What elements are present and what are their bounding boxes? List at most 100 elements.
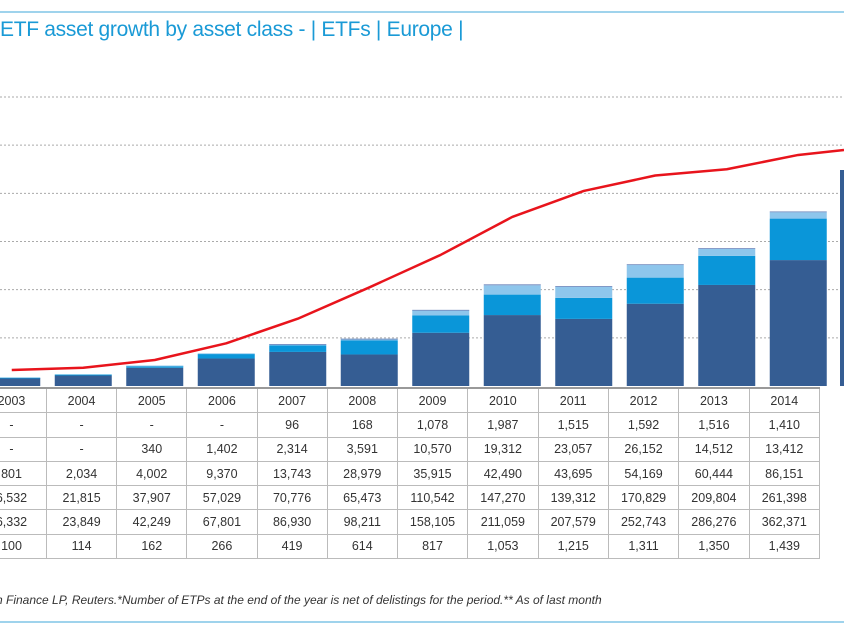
table-cell: 19,312: [467, 436, 539, 462]
table-cell: 1,410: [748, 412, 821, 438]
table-cell: -: [0, 436, 47, 462]
bar-fixed-income-2008: [340, 340, 398, 355]
table-cell: 96: [256, 412, 328, 438]
table-cell: 65,473: [326, 485, 398, 511]
bar-commodities-2009: [412, 310, 470, 316]
bar-equity-2011: [555, 318, 613, 386]
table-cell: 1,515: [537, 412, 609, 438]
table-cell: 147,270: [467, 485, 539, 511]
bar-fixed-income-2005: [126, 365, 184, 368]
table-cell: 252,743: [607, 509, 680, 535]
bar-fixed-income-2006: [197, 354, 255, 359]
bar-equity-2008: [340, 354, 398, 386]
table-cell: 42,249: [116, 509, 188, 535]
table-cell: 2009: [396, 387, 469, 414]
footnote: n Finance LP, Reuters.*Number of ETPs at…: [0, 593, 602, 607]
table-cell: 67,801: [186, 509, 258, 535]
table-cell: 110,542: [396, 485, 469, 511]
table-row: 6,33223,84942,24967,80186,93098,211158,1…: [0, 509, 821, 535]
table-cell: 162: [116, 533, 188, 560]
table-cell: 26,152: [607, 436, 680, 462]
table-cell: 13,743: [256, 460, 328, 487]
bar-equity-2006: [197, 358, 255, 386]
bar-equity-2004: [54, 375, 112, 386]
table-cell: 211,059: [467, 509, 539, 535]
table-cell: 2005: [116, 387, 188, 414]
table-row: 6,53221,81537,90757,02970,77665,473110,5…: [0, 485, 821, 511]
bar-fixed-income-2012: [626, 277, 684, 304]
table-cell: 139,312: [537, 485, 609, 511]
table-cell: 1,215: [537, 533, 609, 560]
table-cell: 21,815: [45, 485, 118, 511]
data-table: 2003 2004 2005 2006 2007 2008 2009 2010 2011 2012…: [0, 387, 821, 560]
table-cell: 158,105: [396, 509, 469, 535]
table-row: - - - -96 168 1,078 1,987 1,515 1,592 1,516 1,410: [0, 412, 821, 438]
bar-commodities-2006: [197, 353, 255, 355]
table-cell: 37,907: [116, 485, 188, 511]
table-cell: 54,169: [607, 460, 680, 487]
table-cell: 70,776: [256, 485, 328, 511]
table-cell: 207,579: [537, 509, 609, 535]
table-cell: 170,829: [607, 485, 680, 511]
chart-title: ETF asset growth by asset class - | ETFs…: [0, 18, 464, 41]
bar-other-2011: [555, 286, 613, 287]
table-cell: 1,053: [467, 533, 539, 560]
bar-equity-2014: [769, 260, 827, 386]
bar-partial-next-year: [840, 170, 844, 386]
table-cell: 1,592: [607, 412, 680, 438]
table-cell: -: [186, 412, 258, 438]
table-cell: 2013: [678, 387, 750, 414]
table-cell: 86,151: [748, 460, 821, 487]
bar-other-2007: [269, 344, 327, 345]
bar-fixed-income-2004: [54, 374, 112, 376]
table-cell: 2,314: [256, 436, 328, 462]
table-cell: 57,029: [186, 485, 258, 511]
table-cell: 2014: [748, 387, 821, 414]
table-cell: 1,987: [467, 412, 539, 438]
table-cell: 614: [326, 533, 398, 560]
table-cell: 362,371: [748, 509, 821, 535]
table-cell: 98,211: [326, 509, 398, 535]
bar-equity-2010: [483, 315, 541, 386]
bar-other-2010: [483, 284, 541, 286]
table-row: - -340 1,402 2,314 3,591 10,570 19,312 23,057 26…: [0, 436, 821, 462]
bar-other-2014: [769, 211, 827, 213]
bar-commodities-2013: [698, 248, 756, 256]
etp-count-line: [11, 148, 844, 372]
bar-other-2009: [412, 309, 470, 311]
table-cell: 23,057: [537, 436, 609, 462]
table-cell: -: [45, 436, 118, 462]
bar-commodities-2012: [626, 265, 684, 278]
table-cell: 3,591: [326, 436, 398, 462]
table-cell: 168: [326, 412, 398, 438]
bar-fixed-income-2014: [769, 218, 827, 261]
bar-commodities-2008: [340, 338, 398, 341]
table-cell: 2003: [0, 387, 47, 414]
table-cell: 28,979: [326, 460, 398, 487]
table-cell: 2012: [607, 387, 680, 414]
bar-commodities-2011: [555, 286, 613, 298]
bar-other-2012: [626, 264, 684, 266]
table-cell: 1,078: [396, 412, 469, 438]
table-header-row: 2003 2004 2005 2006 2007 2008 2009 2010 2011 2012…: [0, 387, 821, 414]
table-cell: 1,516: [678, 412, 750, 438]
bar-fixed-income-2010: [483, 294, 541, 316]
table-cell: 114: [45, 533, 118, 560]
table-cell: 261,398: [748, 485, 821, 511]
bar-equity-2012: [626, 303, 684, 386]
table-cell: 1,439: [748, 533, 821, 560]
table-cell: -: [45, 412, 118, 438]
table-cell: 2011: [537, 387, 609, 414]
table-cell: 340: [116, 436, 188, 462]
table-cell: 801: [0, 460, 47, 487]
table-row: 100 114 162 266 419 614 817 1,053 1,215 1,311 1,35…: [0, 533, 821, 560]
table-cell: 4,002: [116, 460, 188, 487]
table-cell: 35,915: [396, 460, 469, 487]
bar-fixed-income-2011: [555, 297, 613, 319]
table-cell: 6,332: [0, 509, 47, 535]
table-cell: -: [116, 412, 188, 438]
table-cell: 42,490: [467, 460, 539, 487]
table-cell: 1,402: [186, 436, 258, 462]
table-cell: 14,512: [678, 436, 750, 462]
table-cell: 286,276: [678, 509, 750, 535]
